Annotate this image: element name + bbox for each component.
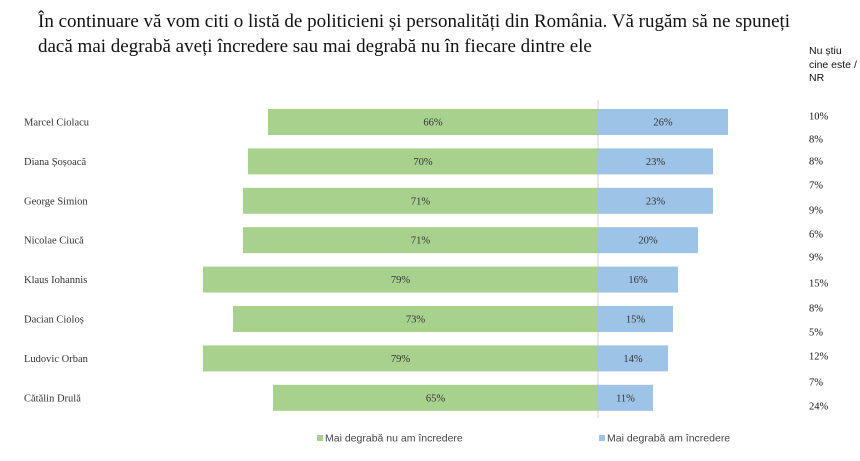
bar-trust (598, 384, 653, 411)
data-label-trust: 11% (616, 393, 635, 404)
bar-trust (598, 227, 698, 254)
data-label-no-trust: 66% (423, 118, 443, 129)
data-label-trust: 14% (623, 354, 643, 365)
data-label-no-trust: 79% (391, 354, 411, 365)
nr-value: 8% (809, 157, 823, 168)
category-label: Cătălin Drulă (24, 393, 81, 404)
nr-value: 12% (809, 352, 829, 363)
bar-no-trust (233, 306, 598, 332)
nr-value: 15% (809, 279, 829, 290)
data-label-trust: 16% (628, 275, 648, 286)
nr-value: 6% (809, 230, 823, 241)
category-label: Ludovic Orban (24, 354, 89, 365)
bar-trust (598, 148, 713, 175)
data-label-trust: 23% (646, 196, 666, 207)
bar-no-trust (268, 109, 598, 135)
bar-trust (598, 345, 668, 372)
data-label-trust: 26% (653, 118, 673, 129)
data-label-no-trust: 70% (413, 157, 433, 168)
legend-label-trust: Mai degrabă am încredere (607, 433, 730, 445)
chart-title: În continuare vă vom citi o listă de pol… (38, 11, 791, 57)
bar-trust (598, 109, 728, 135)
category-label: Marcel Ciolacu (24, 118, 90, 129)
data-label-trust: 23% (646, 157, 666, 168)
nr-value: 24% (809, 402, 829, 413)
bar-trust (598, 266, 678, 293)
nr-value: 8% (809, 304, 823, 315)
nr-value: 8% (809, 135, 823, 146)
category-label: Klaus Iohannis (24, 275, 87, 286)
bar-no-trust (243, 227, 598, 254)
data-label-no-trust: 71% (411, 196, 431, 207)
bar-trust (598, 306, 673, 332)
bar-no-trust (243, 187, 598, 214)
nr-value: 10% (809, 112, 829, 123)
data-label-trust: 15% (626, 315, 646, 326)
category-label: Diana Șoșoacă (24, 157, 86, 168)
data-label-no-trust: 71% (411, 236, 431, 247)
data-label-no-trust: 65% (426, 393, 446, 404)
nr-value: 9% (809, 253, 823, 264)
data-label-no-trust: 79% (391, 275, 411, 286)
nr-value: 5% (809, 328, 823, 339)
nr-column-header: Nu știu cine este / NR (809, 45, 857, 84)
legend-swatch-no-trust (317, 435, 323, 441)
nr-value: 7% (809, 181, 823, 192)
bar-no-trust (248, 148, 598, 175)
bar-no-trust (203, 345, 598, 372)
data-label-no-trust: 73% (406, 315, 426, 326)
nr-value: 7% (809, 378, 823, 389)
category-label: George Simion (24, 196, 88, 207)
legend-swatch-trust (599, 435, 605, 441)
bar-no-trust (203, 266, 598, 293)
category-label: Nicolae Ciucă (24, 236, 84, 247)
category-label: Dacian Cioloș (24, 315, 84, 326)
data-label-trust: 20% (638, 236, 658, 247)
legend-label-no-trust: Mai degrabă nu am încredere (325, 433, 463, 445)
bar-no-trust (273, 384, 598, 411)
nr-value: 9% (809, 206, 823, 217)
bar-trust (598, 187, 713, 214)
